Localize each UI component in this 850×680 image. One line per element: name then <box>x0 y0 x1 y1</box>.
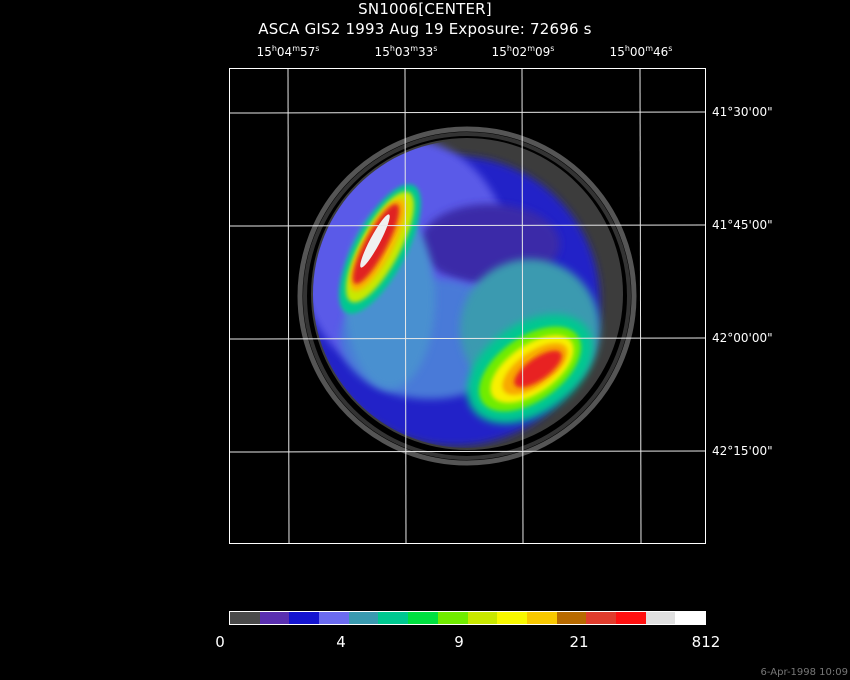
coordinate-grid <box>230 69 705 543</box>
colorbar-swatch <box>259 612 290 624</box>
ra-tick-label: 15h02m09s <box>491 44 555 59</box>
ra-tick-label: 15h03m33s <box>374 44 438 59</box>
colorbar-swatch <box>526 612 557 624</box>
dec-tick-label: 41°45'00" <box>712 218 773 232</box>
colorbar-swatch <box>645 612 676 624</box>
colorbar-label: 4 <box>336 633 346 651</box>
image-subtitle: ASCA GIS2 1993 Aug 19 Exposure: 72696 s <box>258 20 592 38</box>
colorbar-swatch <box>230 612 260 624</box>
colorbar-label: 812 <box>691 633 721 651</box>
colorbar-swatch <box>615 612 646 624</box>
colorbar-swatch <box>467 612 498 624</box>
colorbar-swatch <box>289 612 320 624</box>
ra-tick-label: 15h04m57s <box>256 44 320 59</box>
colorbar-swatch <box>497 612 527 624</box>
colorbar-swatch <box>408 612 438 624</box>
dec-tick-label: 42°15'00" <box>712 444 773 458</box>
colorbar-swatch <box>437 612 468 624</box>
xray-image-frame <box>229 68 706 544</box>
colorbar-swatch <box>556 612 587 624</box>
image-title: SN1006[CENTER] <box>358 0 492 18</box>
colorbar-swatch <box>586 612 616 624</box>
colorbar-swatch <box>348 612 379 624</box>
colorbar-label: 9 <box>454 633 464 651</box>
xray-image <box>230 69 705 543</box>
colorbar-label: 21 <box>569 633 589 651</box>
colorbar <box>229 611 706 625</box>
colorbar-swatch <box>675 612 705 624</box>
remnant-outer-rim <box>297 126 637 466</box>
timestamp: 6-Apr-1998 10:09 <box>760 667 848 678</box>
colorbar-label: 0 <box>215 633 225 651</box>
dec-tick-label: 42°00'00" <box>712 331 773 345</box>
colorbar-swatch <box>378 612 409 624</box>
ra-tick-label: 15h00m46s <box>609 44 673 59</box>
colorbar-swatch <box>319 612 349 624</box>
dec-tick-label: 41°30'00" <box>712 105 773 119</box>
